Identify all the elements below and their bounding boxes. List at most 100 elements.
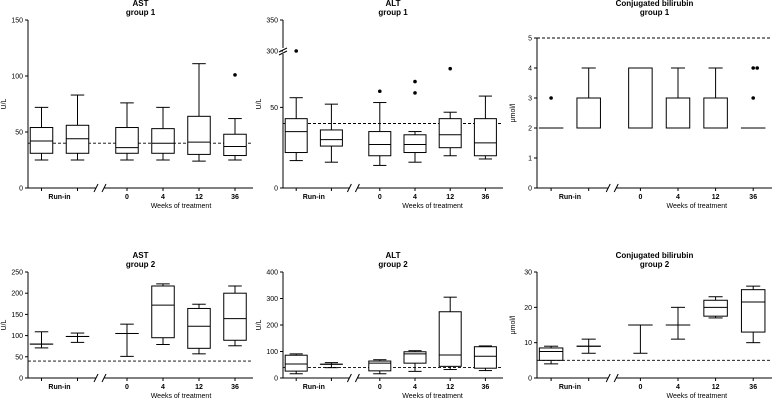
x-axis-label: Weeks of treatment — [151, 203, 212, 210]
outlier-point — [751, 66, 755, 70]
x-tick-label: 36 — [482, 384, 490, 391]
axis-break-mark — [605, 183, 611, 193]
y-tick-label: 200 — [266, 323, 278, 330]
box-plot — [740, 66, 766, 129]
box-plot — [319, 362, 343, 369]
box — [151, 285, 175, 339]
outlier-point — [755, 66, 759, 70]
box — [65, 124, 90, 154]
x-tick-label: 0 — [125, 194, 129, 201]
outlier-point — [294, 49, 299, 53]
y-tick-label: 350 — [266, 18, 278, 25]
box — [223, 292, 247, 341]
x-tick-label: 36 — [482, 194, 490, 201]
axis-break-mark — [354, 373, 360, 383]
box-plot — [115, 323, 139, 357]
x-tick-label: Run-in — [303, 384, 325, 391]
x-tick-label: 0 — [378, 194, 382, 201]
y-tick-label: 2 — [528, 126, 532, 133]
y-tick-label: 0 — [19, 376, 23, 383]
box — [284, 354, 308, 372]
box-plot — [187, 303, 211, 355]
box-plot — [319, 103, 343, 163]
x-tick-label: 4 — [676, 384, 680, 391]
box — [473, 346, 497, 369]
x-tick-label: Run-in — [48, 384, 70, 391]
box — [665, 97, 691, 129]
x-tick-label: 12 — [712, 194, 720, 201]
box — [403, 351, 427, 364]
y-tick-label: 4 — [528, 66, 532, 73]
x-tick-label: 12 — [712, 384, 720, 391]
box-plot — [29, 106, 54, 161]
box-plot — [576, 338, 601, 354]
x-tick-label: 12 — [195, 384, 203, 391]
box-plot — [703, 296, 728, 319]
y-tick-label: 200 — [11, 291, 23, 298]
x-tick-label: 12 — [446, 384, 454, 391]
y-tick-label: 20 — [524, 305, 532, 312]
box-plot — [473, 95, 497, 160]
y-tick-label: 250 — [11, 270, 23, 277]
box — [151, 128, 175, 154]
box-plot — [473, 345, 497, 372]
x-tick-label: 4 — [161, 194, 165, 201]
panel-title: group 2 — [126, 260, 156, 269]
box-plot — [187, 63, 211, 162]
y-tick-label: 300 — [266, 49, 278, 56]
box-plot — [576, 67, 601, 129]
box-plot — [665, 306, 691, 340]
panel-title: AST — [133, 0, 149, 8]
box-plot — [284, 49, 308, 162]
box-plot — [368, 89, 392, 166]
box-plot — [223, 73, 247, 161]
y-tick-label: 30 — [524, 270, 532, 277]
box-plot — [403, 350, 427, 372]
y-tick-label: 0 — [528, 376, 532, 383]
box-plot — [538, 96, 564, 129]
box — [368, 131, 392, 157]
axis-break-mark — [278, 50, 288, 56]
x-tick-label: 36 — [749, 384, 757, 391]
panel-title: AST — [133, 251, 149, 260]
x-tick-label: 0 — [125, 384, 129, 391]
box — [403, 134, 427, 154]
box-plot — [628, 324, 653, 354]
box-plot — [29, 331, 54, 349]
box-plot — [438, 296, 462, 371]
box — [284, 118, 308, 154]
x-tick-label: Run-in — [303, 194, 325, 201]
box-plot — [703, 67, 728, 129]
y-tick-label: 5 — [528, 36, 532, 43]
outlier-point — [233, 73, 237, 77]
panel-title: group 2 — [640, 260, 670, 269]
box-plot — [223, 285, 247, 347]
y-tick-label: 0 — [274, 186, 278, 193]
panel-title: ALT — [386, 251, 401, 260]
box — [628, 67, 653, 129]
y-axis-label: U/L — [1, 319, 8, 330]
y-tick-label: 150 — [11, 312, 23, 319]
y-tick-label: 400 — [266, 270, 278, 277]
box — [223, 133, 247, 157]
y-tick-label: 300 — [266, 296, 278, 303]
panel-title: group 1 — [126, 8, 156, 17]
box-plot — [665, 67, 691, 129]
x-tick-label: Run-in — [48, 194, 70, 201]
box — [29, 127, 54, 154]
box-plot — [151, 283, 175, 346]
box-plot — [115, 102, 139, 161]
y-tick-label: 0 — [19, 186, 23, 193]
box — [115, 127, 139, 154]
panel-title: ALT — [386, 0, 401, 8]
x-axis-label: Weeks of treatment — [402, 203, 463, 210]
box — [703, 299, 728, 317]
x-tick-label: 12 — [195, 194, 203, 201]
x-tick-label: 4 — [161, 384, 165, 391]
